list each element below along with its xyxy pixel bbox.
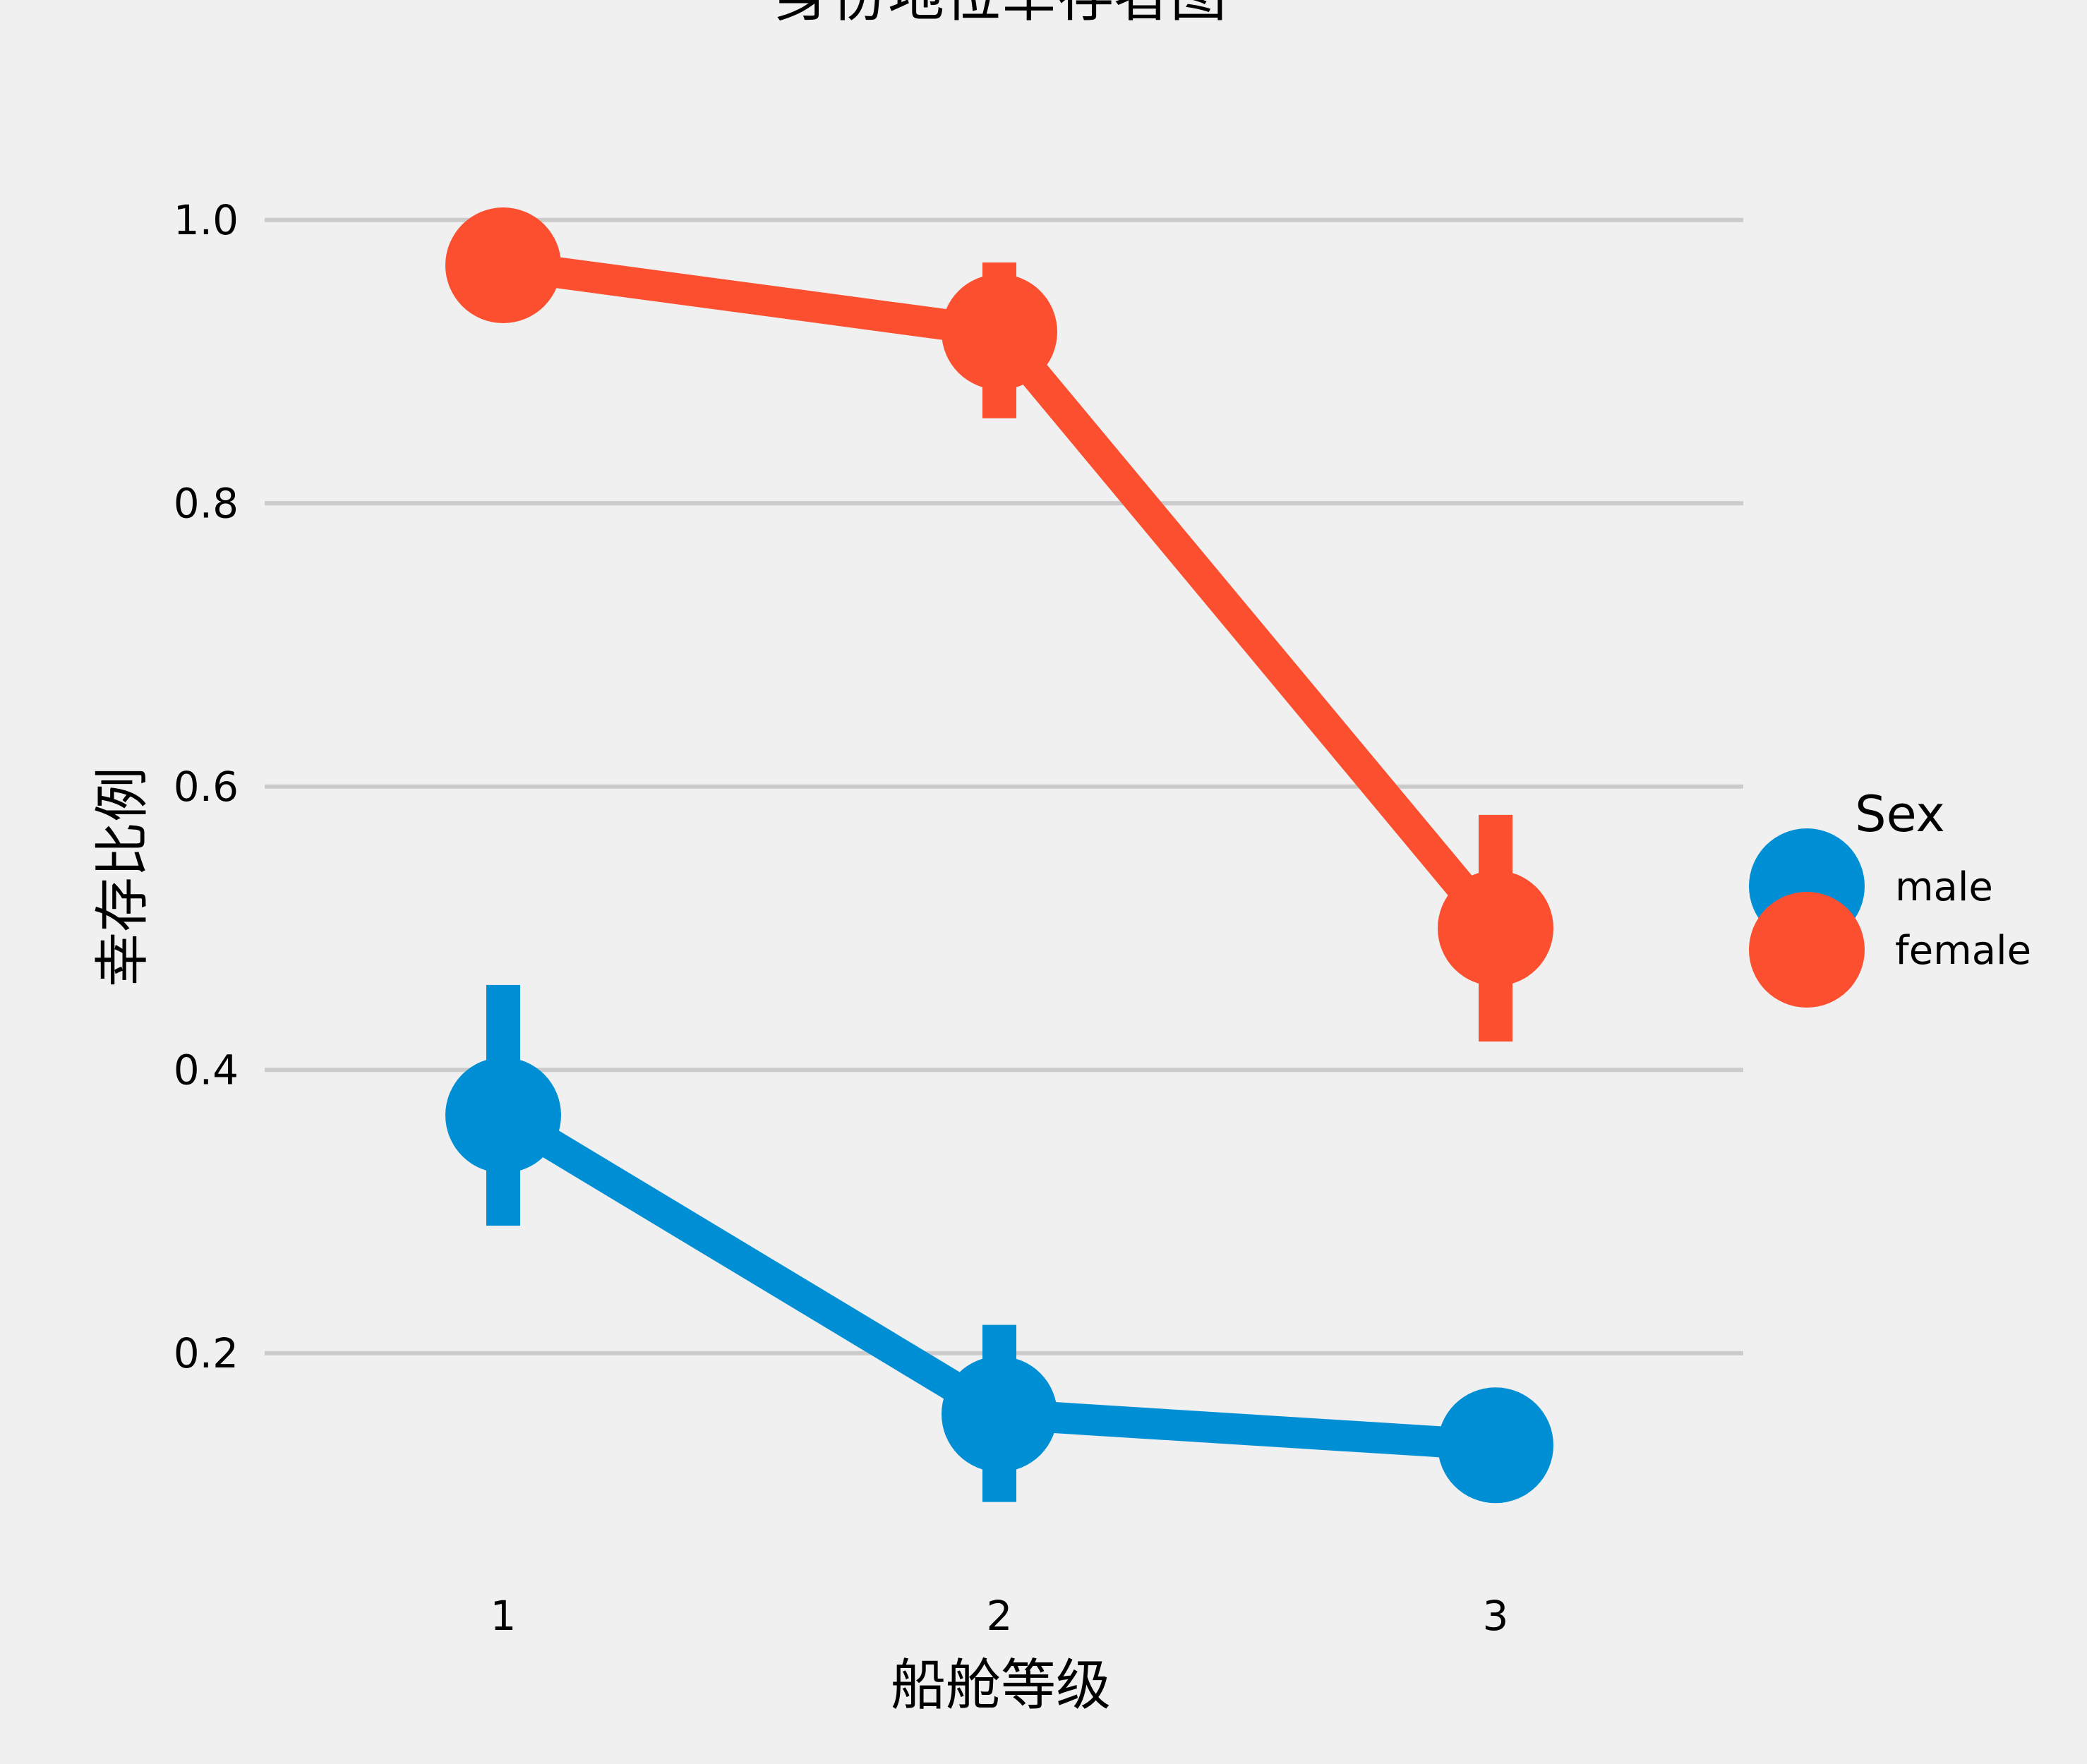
series-male	[445, 984, 1553, 1504]
y-tick-label: 1.0	[174, 196, 239, 244]
chart-title: 身份地位幸存者图	[775, 0, 1227, 29]
y-axis-ticks: 0.2 0.4 0.6 0.8 1.0	[174, 196, 239, 1377]
x-axis-ticks: 1 2 3	[491, 1592, 1509, 1640]
legend-entries: male female	[1749, 828, 2031, 1008]
y-tick-label: 0.4	[174, 1046, 239, 1094]
data-point	[445, 207, 561, 323]
x-tick-label: 1	[491, 1592, 517, 1640]
y-tick-label: 0.8	[174, 479, 239, 527]
series-layer	[445, 207, 1553, 1504]
data-point	[942, 1356, 1057, 1473]
y-tick-label: 0.6	[174, 763, 239, 811]
x-axis-title: 船舱等级	[891, 1654, 1111, 1717]
legend-marker	[1749, 892, 1865, 1008]
x-tick-label: 2	[987, 1592, 1013, 1640]
data-point	[1438, 1387, 1553, 1504]
legend-title: Sex	[1855, 785, 1945, 843]
legend: Sex male female	[1749, 785, 2031, 1008]
legend-label: female	[1895, 928, 2031, 974]
series-female	[445, 207, 1553, 1042]
x-tick-label: 3	[1483, 1592, 1509, 1640]
y-axis-title: 幸存比例	[91, 767, 155, 987]
legend-entry-female: female	[1749, 892, 2031, 1008]
data-point	[445, 1057, 561, 1173]
legend-label: male	[1895, 864, 1993, 910]
data-point	[942, 274, 1057, 390]
y-tick-label: 0.2	[174, 1329, 239, 1377]
data-point	[1438, 870, 1553, 986]
